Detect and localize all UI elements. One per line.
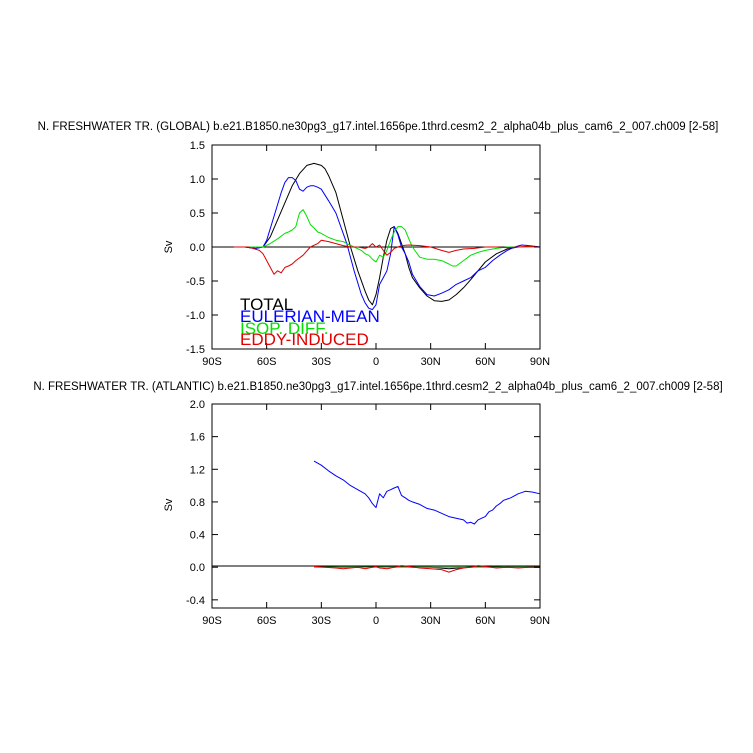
series-line-isop-diff-global bbox=[233, 209, 540, 267]
ticks-global: 90S 60S 30S 0 30N 60N 90N -1.5 -1.0 -0.5 0.0 0.5 1.0… bbox=[186, 140, 550, 368]
y-tick-label-global: -1.0 bbox=[186, 310, 205, 322]
series-line-eddy-induced-atlantic bbox=[313, 565, 540, 573]
legend: TOTAL EULERIAN-MEAN ISOP. DIFF. EDDY-IND… bbox=[240, 295, 380, 349]
y-tick-label-atlantic: 0.4 bbox=[190, 530, 205, 542]
legend-entry-total: TOTAL bbox=[240, 295, 293, 314]
ylabel-atlantic: Sv bbox=[163, 498, 175, 511]
y-tick-label-atlantic: 1.2 bbox=[190, 464, 205, 476]
y-tick-label-global: -0.5 bbox=[186, 276, 205, 288]
y-tick-label-atlantic: -0.4 bbox=[186, 595, 205, 607]
y-tick-label-atlantic: 0.8 bbox=[190, 497, 205, 509]
y-tick-label-atlantic: 1.6 bbox=[190, 432, 205, 444]
x-tick-label-global: 90N bbox=[530, 356, 550, 368]
x-tick-label-global: 30N bbox=[421, 356, 441, 368]
x-tick-label-atlantic: 90S bbox=[202, 615, 222, 627]
y-tick-label-global: -1.5 bbox=[186, 344, 205, 356]
series-line-eddy-induced-global bbox=[233, 239, 541, 275]
x-tick-label-atlantic: 60S bbox=[257, 615, 277, 627]
legend-entry-eulerian-mean: EULERIAN-MEAN bbox=[240, 307, 380, 326]
ticks-atlantic: 90S 60S 30S 0 30N 60N 90N -0.4 0.0 0.4 0.8 1.2 1.6 2.… bbox=[186, 399, 550, 627]
x-tick-label-global: 90S bbox=[202, 356, 222, 368]
x-tick-label-atlantic: 90N bbox=[530, 615, 550, 627]
panel-atlantic: N. FRESHWATER TR. (ATLANTIC) b.e21.B1850… bbox=[33, 381, 722, 627]
y-tick-label-global: 0.0 bbox=[190, 242, 205, 254]
y-tick-label-atlantic: 2.0 bbox=[190, 399, 205, 411]
x-tick-label-atlantic: 0 bbox=[373, 615, 379, 627]
x-tick-label-global: 60S bbox=[257, 356, 277, 368]
y-tick-label-global: 0.5 bbox=[190, 208, 205, 220]
x-tick-label-atlantic: 60N bbox=[475, 615, 495, 627]
chart-title-atlantic: N. FRESHWATER TR. (ATLANTIC) b.e21.B1850… bbox=[33, 381, 722, 393]
series-group-atlantic bbox=[313, 460, 541, 573]
legend-entry-isop-diff: ISOP. DIFF. bbox=[240, 319, 329, 338]
series-line-total-global bbox=[233, 162, 540, 306]
series-line-eulerian-mean-global bbox=[233, 177, 541, 311]
x-tick-label-atlantic: 30S bbox=[312, 615, 332, 627]
legend-entry-eddy-induced: EDDY-INDUCED bbox=[240, 330, 369, 349]
y-tick-label-atlantic: 0.0 bbox=[190, 562, 205, 574]
series-line-eulerian-mean-atlantic bbox=[313, 460, 541, 525]
y-tick-label-global: 1.0 bbox=[190, 174, 205, 186]
series-group-global bbox=[233, 162, 541, 311]
x-tick-label-atlantic: 30N bbox=[421, 615, 441, 627]
x-tick-label-global: 0 bbox=[373, 356, 379, 368]
y-tick-label-global: 1.5 bbox=[190, 140, 205, 152]
x-tick-label-global: 30S bbox=[312, 356, 332, 368]
panel-global: N. FRESHWATER TR. (GLOBAL) b.e21.B1850.n… bbox=[38, 121, 719, 368]
x-tick-label-global: 60N bbox=[475, 356, 495, 368]
ylabel-global: Sv bbox=[163, 240, 175, 253]
chart-title-global: N. FRESHWATER TR. (GLOBAL) b.e21.B1850.n… bbox=[38, 121, 719, 133]
